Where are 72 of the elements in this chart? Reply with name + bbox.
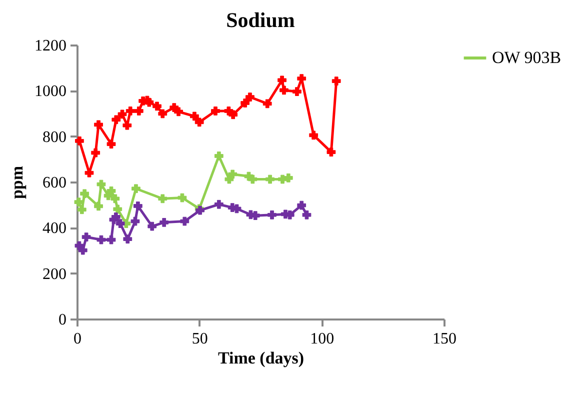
point [297, 200, 306, 210]
point [152, 102, 162, 111]
point [228, 110, 238, 120]
y-tick-label: 800 [42, 128, 66, 146]
point [246, 92, 254, 102]
point [75, 136, 84, 146]
point [106, 140, 116, 149]
y-tick-label: 200 [42, 266, 66, 283]
point [292, 87, 302, 96]
point [91, 148, 100, 158]
point [133, 202, 142, 210]
point [130, 216, 140, 226]
y-tick-label: 400 [42, 220, 66, 238]
point [266, 174, 274, 184]
point [297, 74, 306, 83]
point [190, 112, 199, 121]
point [214, 152, 224, 160]
point [112, 115, 121, 124]
point [278, 76, 286, 85]
point [268, 210, 276, 220]
point [178, 193, 187, 202]
x-tick-label: 150 [432, 330, 456, 348]
point [82, 232, 91, 242]
point [194, 118, 204, 127]
point [118, 110, 127, 119]
x-tick-label: 100 [310, 330, 334, 348]
point [80, 189, 90, 198]
point [211, 106, 220, 116]
point [326, 148, 336, 157]
point [228, 170, 238, 179]
point [94, 120, 103, 130]
point [158, 194, 168, 204]
y-tick-label: 1200 [34, 38, 66, 54]
point [262, 99, 272, 108]
point [122, 120, 132, 130]
point [158, 109, 168, 118]
point [116, 219, 125, 228]
point [284, 173, 293, 182]
x-tick-label: 50 [192, 330, 208, 348]
legend-label: OW 903B [492, 48, 562, 67]
point [134, 106, 144, 116]
y-tick-label: 600 [42, 174, 66, 192]
point [132, 184, 140, 194]
y-tick-label: 1000 [34, 83, 66, 100]
point [94, 202, 103, 211]
point [96, 180, 106, 189]
point [240, 98, 250, 108]
x-tick-label: 0 [74, 330, 82, 348]
point [113, 204, 122, 214]
point [332, 76, 341, 86]
point [123, 234, 132, 244]
point [174, 107, 183, 116]
y-axis-title: ppm [8, 166, 26, 200]
chart-title: Sodium [226, 8, 296, 32]
y-tick-label: 0 [58, 312, 66, 328]
point [110, 194, 120, 204]
x-axis-title: Time (days) [218, 348, 304, 368]
point [248, 174, 258, 184]
point [214, 200, 224, 209]
point [74, 198, 84, 207]
point [160, 218, 169, 227]
point [180, 216, 190, 226]
point [84, 168, 94, 178]
point [302, 210, 312, 220]
point [77, 205, 86, 214]
point [111, 212, 120, 222]
point [126, 106, 135, 116]
point [106, 235, 116, 244]
point [309, 130, 318, 140]
point [148, 222, 157, 231]
point [96, 235, 106, 244]
point [280, 86, 288, 95]
